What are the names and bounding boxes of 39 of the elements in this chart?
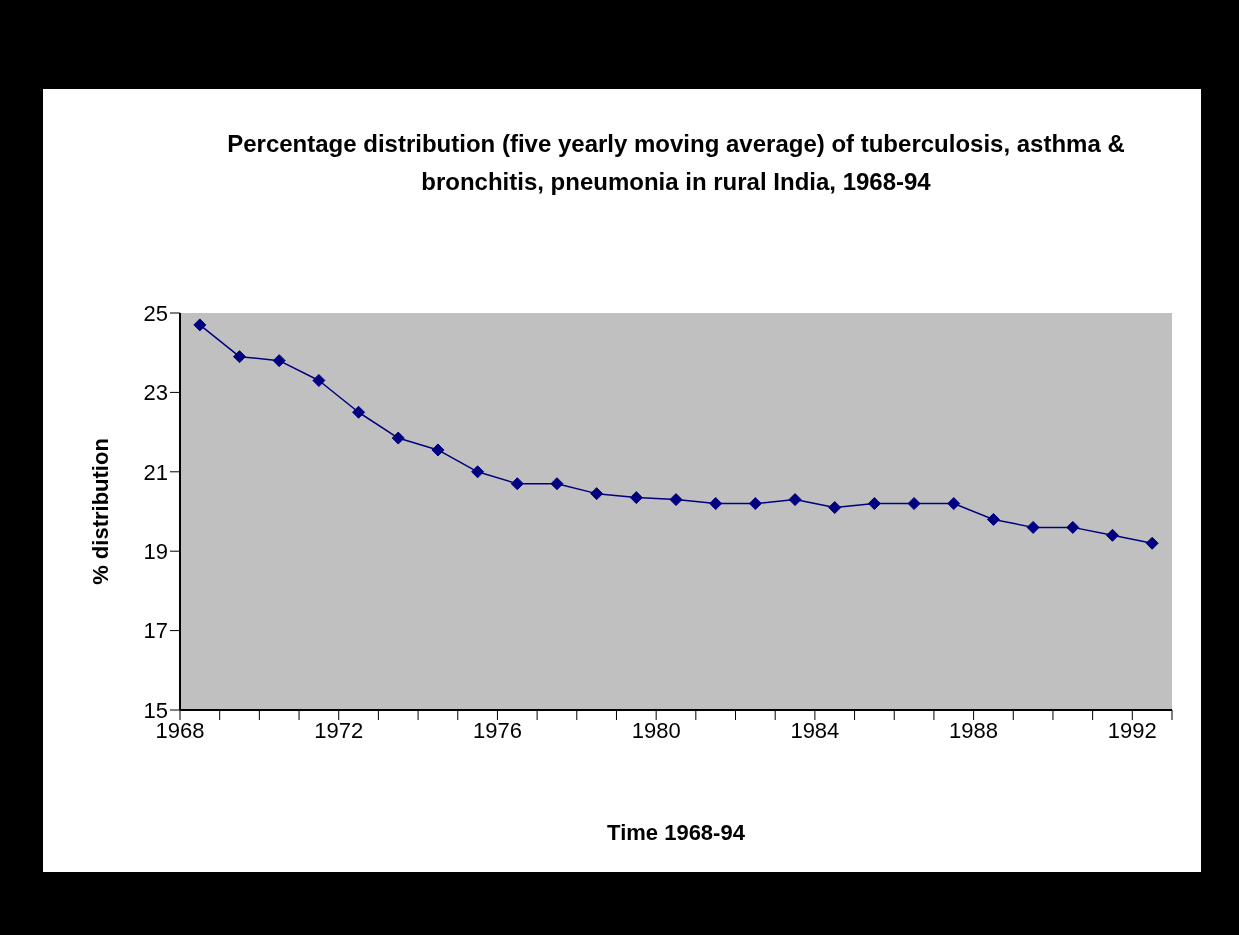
y-tick-label: 23 xyxy=(143,380,168,406)
point xyxy=(629,491,643,505)
point xyxy=(748,497,762,511)
point xyxy=(193,318,207,332)
point xyxy=(867,497,881,511)
x-tick-label: 1992 xyxy=(1107,717,1157,743)
point xyxy=(510,477,524,491)
point xyxy=(471,465,485,479)
point xyxy=(1026,520,1040,534)
point xyxy=(391,431,405,445)
point xyxy=(709,497,723,511)
point xyxy=(590,487,604,501)
point xyxy=(1145,536,1159,550)
point xyxy=(233,350,247,364)
point xyxy=(986,512,1000,526)
point xyxy=(907,497,921,511)
chart-title: Percentage distribution (five yearly moving average) of tuberculosis, asthma & bronchitis, pneumonia in rural India, 1968-94 xyxy=(226,129,1126,197)
y-axis-title: % distribution xyxy=(87,438,113,585)
point xyxy=(1066,520,1080,534)
point xyxy=(828,501,842,515)
y-tick-label: 25 xyxy=(143,300,168,326)
x-axis-title: Time 1968-94 xyxy=(607,820,746,845)
x-tick-label: 1972 xyxy=(314,717,364,743)
x-tick-label: 1980 xyxy=(631,717,681,743)
point xyxy=(947,497,961,511)
y-tick-label: 19 xyxy=(143,539,168,565)
x-tick-label: 1988 xyxy=(949,717,999,743)
x-tick-label: 1976 xyxy=(472,717,522,743)
y-tick-label: 21 xyxy=(143,459,168,485)
point xyxy=(788,493,802,507)
y-tick-label: 17 xyxy=(143,618,168,644)
point xyxy=(352,405,366,419)
point xyxy=(1105,528,1119,542)
point xyxy=(272,354,286,368)
x-tick-label: 1984 xyxy=(790,717,840,743)
point xyxy=(550,477,564,491)
point xyxy=(431,443,445,457)
point xyxy=(312,373,326,387)
point xyxy=(669,493,683,507)
